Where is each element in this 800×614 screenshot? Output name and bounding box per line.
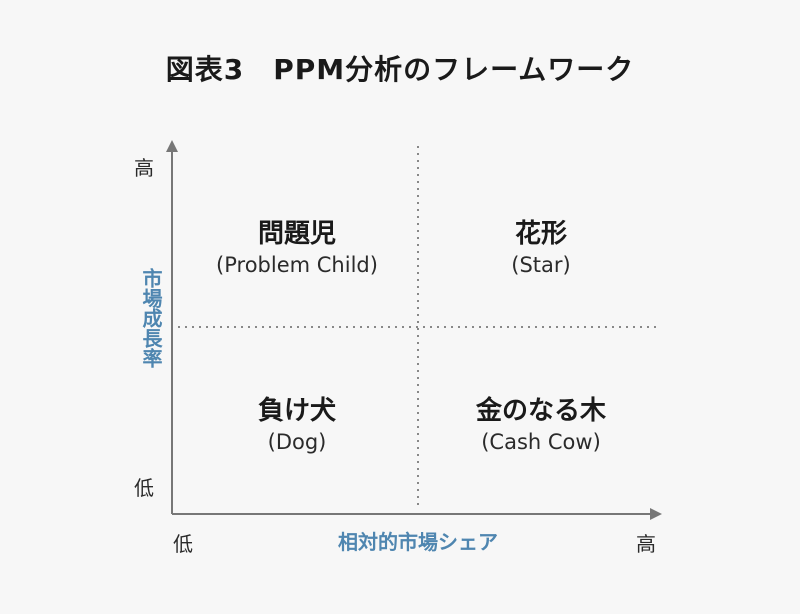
quadrant-en-label: (Dog)	[267, 430, 327, 454]
x-axis-high-label: 高	[636, 532, 656, 556]
x-axis-title: 相対的市場シェア	[338, 530, 498, 554]
quadrant-star: 花形 (Star)	[421, 218, 661, 280]
quadrant-dog: 負け犬 (Dog)	[177, 395, 417, 457]
x-axis-arrow-icon	[650, 508, 662, 520]
quadrant-jp-label: 花形	[514, 219, 567, 249]
quadrant-problem-child: 問題児 (Problem Child)	[177, 218, 417, 280]
diagram-title: 図表3 PPM分析のフレームワーク	[165, 53, 635, 86]
y-axis-high-label: 高	[134, 156, 154, 180]
y-axis-title: 市場成長率	[139, 268, 163, 368]
y-axis-low-label: 低	[134, 476, 154, 500]
quadrant-en-label: (Problem Child)	[216, 253, 378, 277]
quadrant-cash-cow: 金のなる木 (Cash Cow)	[421, 395, 661, 457]
y-axis-arrow-icon	[166, 140, 178, 152]
quadrant-jp-label: 問題児	[257, 219, 336, 249]
quadrant-en-label: (Cash Cow)	[481, 430, 601, 454]
quadrant-jp-label: 負け犬	[257, 396, 336, 426]
quadrant-en-label: (Star)	[511, 253, 571, 277]
quadrant-jp-label: 金のなる木	[475, 396, 606, 426]
x-axis-low-label: 低	[173, 532, 193, 556]
